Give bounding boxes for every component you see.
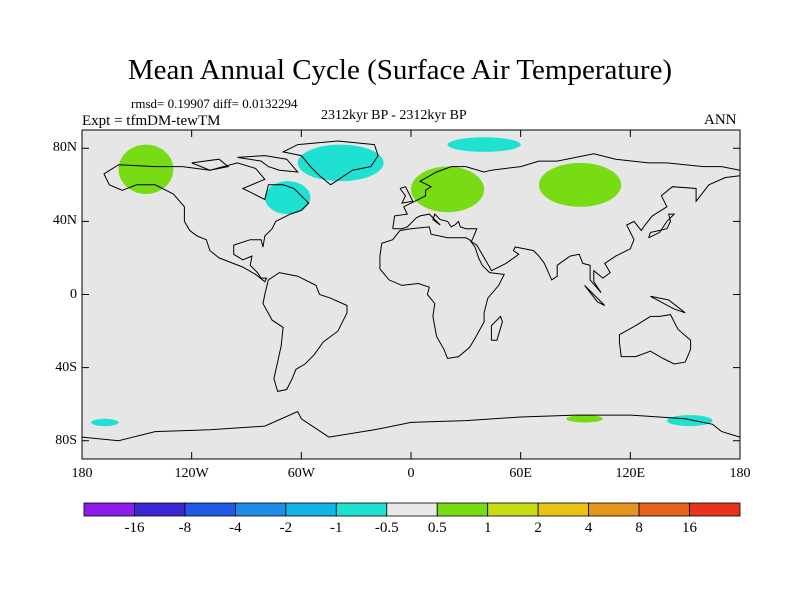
colorbar-swatch	[386, 502, 438, 517]
colorbar-swatch	[588, 502, 640, 517]
coastline-7	[648, 213, 676, 239]
colorbar-swatch	[638, 502, 690, 517]
coastline-0	[103, 162, 310, 283]
coastline-3	[392, 153, 740, 294]
coastline-6	[399, 186, 414, 204]
lon-label: 120E	[615, 466, 646, 481]
stats-text: rmsd= 0.19907 diff= 0.0132294	[131, 96, 298, 111]
lat-label: 80N	[52, 140, 77, 156]
anomaly-fills	[91, 137, 713, 427]
colorbar-swatch	[537, 502, 590, 517]
lon-label: 60E	[509, 466, 532, 481]
lon-label: 0	[407, 466, 415, 481]
colorbar-label: -16	[124, 520, 145, 536]
colorbar-swatch	[689, 502, 741, 517]
chart-title: Mean Annual Cycle (Surface Air Temperatu…	[127, 54, 673, 86]
coastline-10	[650, 295, 686, 314]
colorbar-label: 8	[635, 520, 643, 536]
lat-label: 40N	[52, 213, 77, 229]
anomaly-region-7	[666, 415, 713, 427]
colorbar	[83, 502, 741, 517]
anomaly-region-4	[538, 162, 622, 207]
coastline-13	[191, 158, 230, 171]
coastline-4	[379, 226, 505, 360]
coastline-9	[584, 285, 606, 306]
coastline-8	[490, 315, 503, 341]
coastline-2	[281, 140, 379, 186]
lat-label: 40S	[55, 359, 77, 375]
colorbar-swatch	[335, 502, 388, 517]
colorbar-label: -4	[229, 520, 242, 536]
colorbar-label: 1	[483, 520, 492, 536]
lon-label: 180	[71, 466, 93, 481]
colorbar-swatch	[436, 502, 489, 517]
coastline-12	[237, 155, 299, 173]
colorbar-label: 4	[584, 520, 593, 536]
colorbar-swatch	[184, 502, 236, 517]
coastline-1	[262, 272, 348, 392]
anomaly-region-6	[91, 418, 119, 427]
colorbar-label: -2	[279, 520, 293, 536]
lat-label: 80S	[55, 432, 77, 448]
anomaly-region-0	[118, 144, 174, 194]
lat-label: 0	[70, 286, 77, 302]
lon-label: 120W	[174, 466, 209, 481]
colorbar-swatch	[83, 502, 135, 517]
anomaly-region-8	[566, 415, 603, 423]
lon-label: 60W	[287, 466, 315, 481]
coastline-5	[618, 314, 692, 365]
anomaly-region-1	[264, 181, 311, 215]
colorbar-swatch	[487, 502, 539, 517]
colorbar-label: 16	[682, 520, 698, 536]
colorbar-swatch	[234, 502, 287, 517]
colorbar-swatch	[134, 502, 186, 517]
lon-label: 180	[729, 466, 751, 481]
coastline-11	[82, 410, 740, 442]
colorbar-swatch	[285, 502, 337, 517]
plot-background	[82, 130, 740, 459]
anomaly-region-2	[297, 144, 384, 182]
colorbar-label: -8	[178, 520, 192, 536]
colorbar-label: -1	[330, 520, 343, 536]
coastlines	[82, 140, 740, 442]
colorbar-label: 2	[534, 520, 542, 536]
colorbar-label: 0.5	[427, 520, 447, 536]
anomaly-region-3	[411, 166, 485, 213]
anomaly-region-5	[447, 137, 521, 152]
period-label: 2312kyr BP - 2312kyr BP	[321, 108, 467, 123]
axis-ticks	[81, 130, 741, 459]
experiment-label: Expt = tfmDM-tewTM	[82, 113, 221, 129]
colorbar-label: -0.5	[374, 520, 399, 536]
season-label: ANN	[704, 112, 737, 128]
